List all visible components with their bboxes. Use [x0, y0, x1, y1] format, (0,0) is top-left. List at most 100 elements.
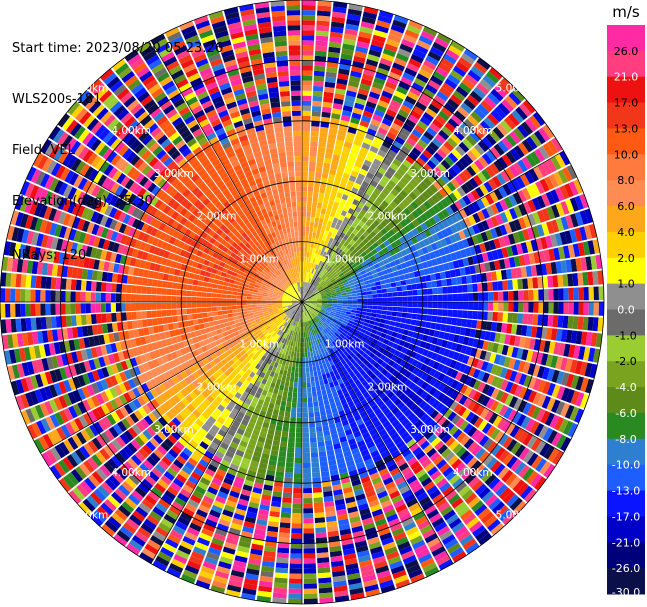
- velocity-gate: [462, 153, 474, 165]
- velocity-gate: [313, 253, 318, 259]
- velocity-gate: [375, 317, 381, 323]
- velocity-gate: [457, 240, 465, 250]
- velocity-gate: [408, 58, 422, 69]
- velocity-gate: [303, 493, 313, 499]
- velocity-gate: [420, 275, 427, 283]
- velocity-gate: [321, 282, 327, 288]
- velocity-gate: [435, 66, 449, 78]
- velocity-gate: [302, 261, 304, 267]
- velocity-gate: [393, 171, 403, 181]
- velocity-gate: [501, 99, 514, 113]
- velocity-gate: [326, 220, 333, 227]
- velocity-gate: [422, 149, 433, 160]
- velocity-gate: [313, 275, 317, 281]
- velocity-gate: [400, 262, 408, 269]
- velocity-gate: [381, 53, 395, 62]
- velocity-gate: [331, 305, 338, 308]
- velocity-gate: [289, 381, 294, 388]
- velocity-gate: [504, 95, 518, 109]
- velocity-gate: [407, 230, 415, 239]
- velocity-gate: [577, 242, 586, 257]
- velocity-gate: [489, 146, 501, 159]
- velocity-gate: [420, 135, 431, 145]
- velocity-gate: [480, 231, 489, 242]
- velocity-gate: [314, 269, 318, 276]
- velocity-gate: [356, 129, 366, 138]
- velocity-gate: [304, 282, 307, 288]
- velocity-gate: [352, 228, 359, 236]
- velocity-gate: [342, 205, 350, 213]
- velocity-gate: [508, 164, 520, 178]
- velocity-gate: [340, 114, 351, 122]
- velocity-gate: [585, 256, 593, 271]
- velocity-gate: [362, 237, 369, 245]
- velocity-gate: [550, 261, 558, 275]
- velocity-gate: [316, 161, 324, 168]
- velocity-gate: [318, 192, 325, 199]
- velocity-gate: [306, 282, 310, 288]
- velocity-gate: [598, 286, 604, 301]
- velocity-gate: [321, 295, 327, 298]
- velocity-gate: [319, 405, 326, 412]
- velocity-gate: [380, 314, 387, 320]
- velocity-gate: [366, 271, 373, 277]
- velocity-gate: [407, 213, 416, 222]
- velocity-gate: [447, 44, 463, 57]
- velocity-gate: [306, 256, 309, 263]
- velocity-gate: [397, 109, 410, 119]
- velocity-gate: [327, 137, 336, 145]
- velocity-gate: [306, 216, 311, 222]
- velocity-gate: [394, 275, 401, 282]
- velocity-gate: [319, 280, 325, 286]
- velocity-gate: [515, 324, 523, 336]
- velocity-gate: [441, 218, 450, 228]
- velocity-gate: [397, 307, 403, 312]
- velocity-gate: [363, 137, 373, 146]
- velocity-gate: [303, 523, 314, 529]
- velocity-gate: [437, 62, 452, 74]
- velocity-gate: [311, 303, 317, 306]
- velocity-gate: [350, 170, 359, 178]
- velocity-gate: [302, 352, 305, 358]
- velocity-gate: [321, 268, 326, 274]
- velocity-gate: [537, 276, 544, 289]
- velocity-gate: [429, 156, 440, 166]
- velocity-gate: [303, 292, 306, 298]
- velocity-gate: [476, 57, 491, 71]
- velocity-gate: [347, 279, 354, 284]
- velocity-gate: [345, 249, 352, 256]
- velocity-gate: [416, 73, 429, 84]
- velocity-gate: [392, 158, 402, 168]
- velocity-gate: [303, 553, 316, 559]
- velocity-gate: [597, 317, 604, 332]
- velocity-gate: [380, 227, 388, 235]
- velocity-gate: [357, 173, 366, 181]
- velocity-gate: [390, 145, 400, 154]
- velocity-gate: [595, 254, 603, 270]
- velocity-gate: [458, 197, 468, 208]
- velocity-gate: [520, 242, 529, 254]
- velocity-gate: [328, 199, 335, 207]
- velocity-gate: [432, 70, 446, 82]
- velocity-gate: [390, 241, 398, 249]
- velocity-gate: [496, 248, 504, 259]
- velocity-gate: [432, 223, 441, 233]
- velocity-gate: [356, 289, 362, 293]
- velocity-gate: [341, 306, 348, 309]
- velocity-gate: [302, 432, 310, 438]
- velocity-gate: [373, 200, 381, 208]
- velocity-gate: [429, 46, 444, 58]
- velocity-gate: [580, 257, 588, 271]
- velocity-gate: [416, 39, 431, 51]
- velocity-gate: [294, 452, 302, 459]
- velocity-gate: [399, 219, 408, 228]
- velocity-gate: [346, 276, 353, 282]
- velocity-gate: [577, 316, 584, 330]
- velocity-gate: [292, 513, 302, 519]
- velocity-gate: [403, 34, 418, 44]
- velocity-gate: [359, 281, 366, 286]
- velocity-gate: [279, 446, 287, 453]
- velocity-gate: [302, 231, 306, 237]
- velocity-gate: [302, 75, 313, 81]
- velocity-gate: [464, 327, 472, 337]
